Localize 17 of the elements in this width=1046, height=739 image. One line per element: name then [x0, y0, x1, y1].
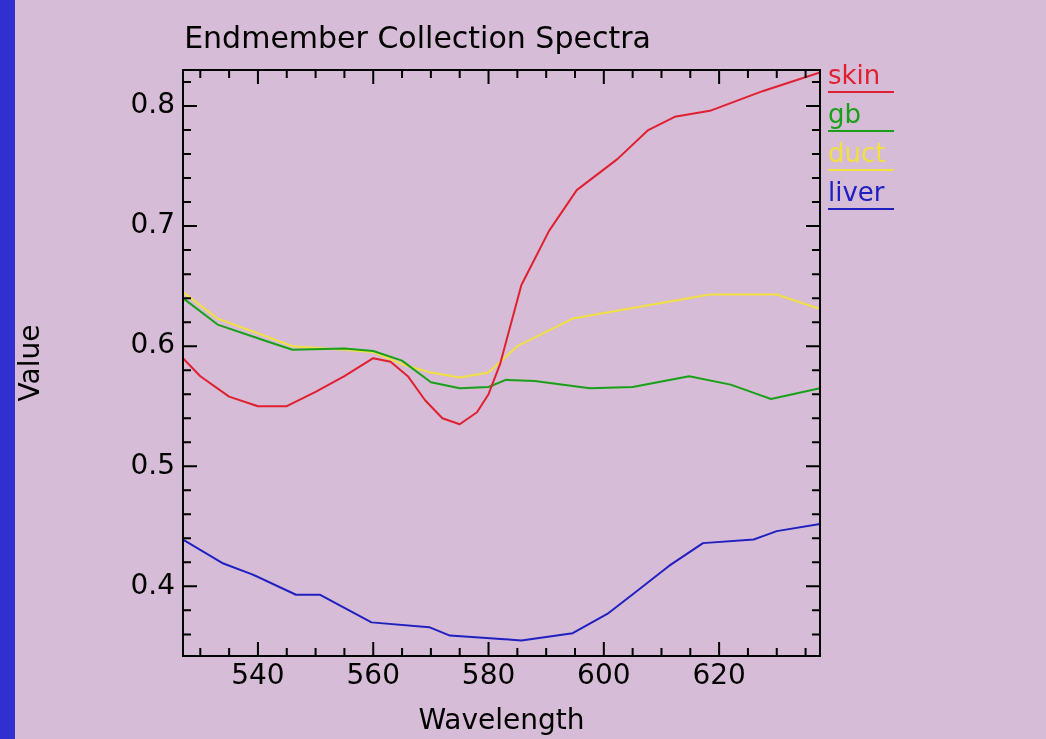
- y-tick-label: 0.7: [130, 207, 175, 241]
- text: liver: [828, 177, 885, 207]
- text: gb: [828, 99, 862, 129]
- y-tick-label: 0.6: [130, 327, 175, 361]
- y-tick-label: 0.8: [130, 87, 175, 121]
- x-tick-label: 560: [346, 658, 400, 692]
- y-tick-label: 0.5: [130, 447, 175, 481]
- y-tick-label: 0.4: [130, 567, 175, 601]
- series-label: skin: [828, 60, 881, 90]
- chart-title: Endmember Collection Spectra: [184, 19, 651, 55]
- y-axis-title: Value: [13, 324, 47, 402]
- x-tick-label: 600: [577, 658, 631, 692]
- text: duct: [828, 138, 886, 168]
- x-tick-label: 540: [231, 658, 285, 692]
- x-tick-label: 580: [461, 658, 516, 692]
- x-tick-label: 620: [692, 658, 746, 692]
- x-axis-title: Wavelength: [418, 703, 585, 737]
